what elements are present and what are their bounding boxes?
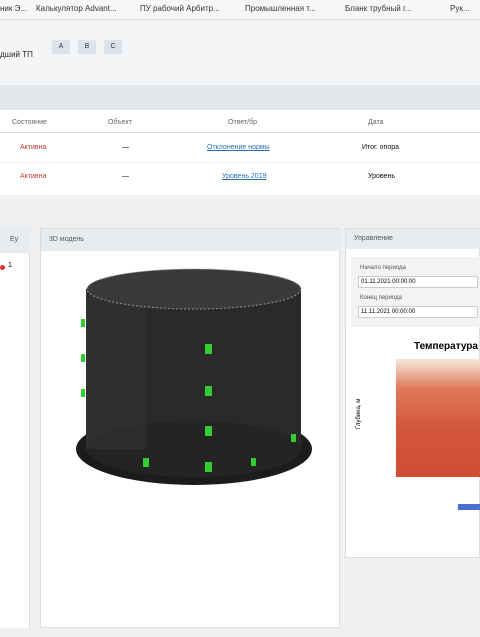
cell: Итог. опора [362, 144, 400, 151]
bookmark[interactable]: ник Э... [0, 4, 28, 13]
header: дший ТП A B C [0, 20, 480, 85]
table [0, 110, 480, 195]
bookmark[interactable]: Рук... [450, 4, 470, 13]
tank-3d[interactable] [41, 254, 339, 514]
colorbar [458, 504, 480, 510]
bookmark[interactable]: Бланк трубный г... [345, 4, 412, 13]
decoration [0, 265, 5, 270]
left-panel: Ey 1 [0, 228, 30, 628]
control-panel: Управление Начало периода 01.11.2021 00:… [345, 228, 480, 558]
bookmark[interactable]: Промышленная т... [245, 4, 316, 13]
axis-label: Глубина, м [356, 398, 362, 429]
cell: — [122, 144, 129, 151]
heatmap [396, 359, 480, 477]
decoration [346, 229, 480, 249]
column-header[interactable]: Дата [368, 119, 384, 126]
field-label: Начало периода [360, 265, 406, 271]
column-header[interactable]: Состояние [12, 119, 47, 126]
model-panel: 3D модель [40, 228, 341, 628]
header-title: дший ТП [0, 50, 33, 59]
column-header[interactable]: Ответ/бр [228, 119, 258, 126]
cell: Уровень [368, 173, 395, 180]
cell-link[interactable]: Отклонение нормы [207, 144, 270, 151]
decoration [0, 132, 480, 133]
decoration [0, 228, 30, 253]
bookmark[interactable]: ПУ рабочий Арбитр... [140, 4, 220, 13]
column-header[interactable]: Объект [108, 119, 132, 126]
button[interactable]: B [78, 40, 96, 54]
button[interactable]: A [52, 40, 70, 54]
cell: Активна [20, 173, 47, 180]
cell-link[interactable]: Уровень 2019 [222, 173, 267, 180]
chart-title: Температура [414, 341, 478, 352]
panel-title: Ey [10, 236, 19, 243]
field-label: Конец периода [360, 295, 402, 301]
date-input[interactable]: 11.11.2021 00:00:00 [358, 306, 478, 318]
cell: — [122, 173, 129, 180]
date-input[interactable]: 01.11.2021 00:00:00 [358, 276, 478, 288]
list-item[interactable]: 1 [8, 262, 12, 269]
panel-title: Управление [354, 235, 393, 242]
decoration [41, 229, 341, 251]
toolbar-band [0, 85, 480, 110]
cell: Активна [20, 144, 47, 151]
bookmark[interactable]: Калькулятор Advant... [36, 4, 117, 13]
bookmarks-bar: ник Э... Калькулятор Advant... ПУ рабочи… [0, 0, 480, 20]
decoration [0, 162, 480, 163]
panel-title: 3D модель [49, 236, 84, 243]
button[interactable]: C [104, 40, 122, 54]
